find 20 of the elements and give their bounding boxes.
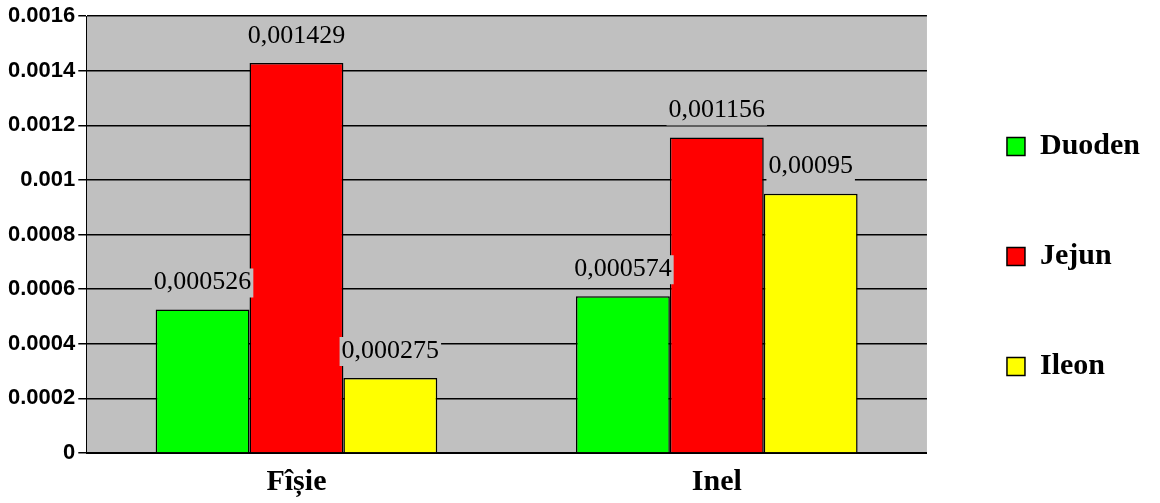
y-tick-label: 0.0014 [7, 56, 77, 82]
data-label: 0,001429 [247, 19, 346, 49]
data-label: 0,000574 [574, 253, 672, 283]
y-tick-label: 0.0012 [7, 111, 76, 137]
data-label: 0,000526 [153, 266, 252, 296]
x-tick-label: Inel [691, 462, 742, 496]
y-tick-label: 0.0016 [7, 2, 76, 28]
legend-label: Ileon [1039, 347, 1106, 381]
data-label: 0,001156 [668, 94, 766, 124]
y-tick-label: 0.0002 [7, 384, 76, 410]
legend-label: Jejun [1039, 237, 1112, 271]
legend-label: Duoden [1039, 127, 1141, 161]
y-tick-label: 0.0008 [7, 220, 76, 246]
x-tick-label: Fîșie [266, 462, 327, 498]
y-tick-label: 0 [63, 439, 76, 465]
data-label: 0,00095 [768, 150, 853, 180]
y-tick-label: 0.001 [20, 166, 76, 192]
data-label: 0,000275 [341, 334, 440, 364]
y-tick-label: 0.0004 [7, 329, 77, 355]
y-tick-label: 0.0006 [7, 275, 76, 301]
